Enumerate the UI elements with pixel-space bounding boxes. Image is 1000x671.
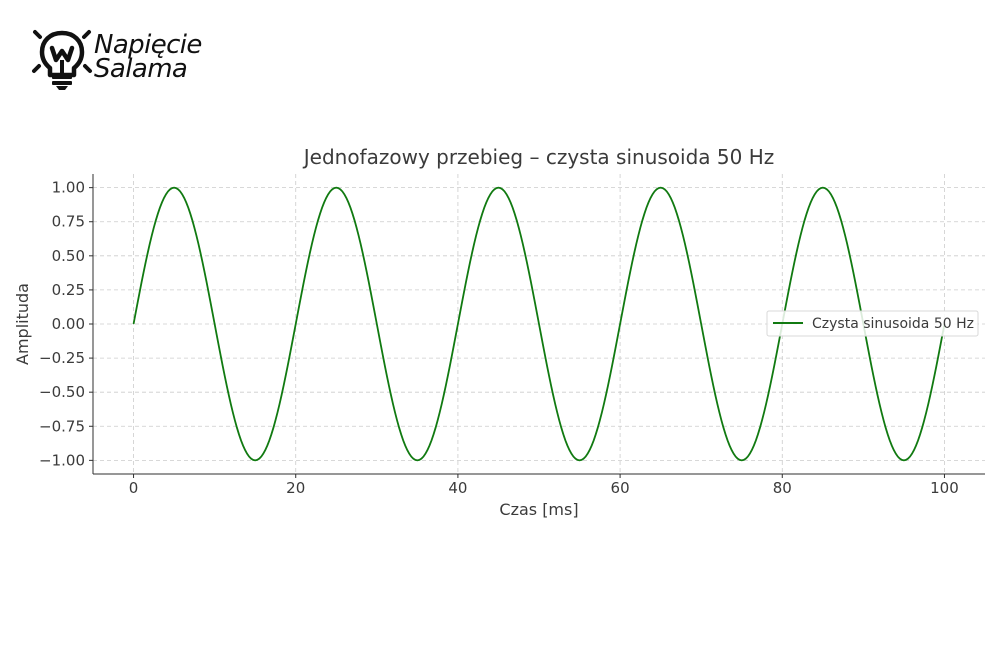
chart-title: Jednofazowy przebieg – czysta sinusoida … [302, 145, 774, 169]
y-tick-label: 0.00 [52, 315, 85, 333]
brand-name-line-2: Salama [94, 54, 188, 84]
legend-box [766, 310, 979, 337]
lightbulb-w-icon [32, 30, 92, 90]
x-tick-label: 40 [448, 479, 467, 497]
y-tick-label: −0.75 [39, 417, 85, 435]
y-tick-label: 1.00 [52, 179, 85, 197]
x-tick-label: 60 [611, 479, 630, 497]
y-axis-label: Amplituda [13, 283, 32, 365]
x-tick-label: 20 [286, 479, 305, 497]
brand-logo: Napięcie Salama [30, 28, 220, 92]
y-tick-label: 0.50 [52, 247, 85, 265]
series-line-czysta-sinusoida [132, 186, 946, 462]
legend-label: Czysta sinusoida 50 Hz [812, 316, 974, 332]
x-tick-label: 0 [129, 479, 139, 497]
x-axis-label: Czas [ms] [499, 500, 578, 519]
x-tick-label: 80 [773, 479, 792, 497]
y-tick-label: 0.75 [52, 213, 85, 231]
brand-name-line-1: Napięcie [94, 30, 202, 60]
y-tick-label: −0.25 [39, 349, 85, 367]
brand-name: Napięcie Salama [94, 30, 202, 84]
y-tick-label: −0.50 [39, 383, 85, 401]
y-tick-label: 0.25 [52, 281, 85, 299]
tick-group: 0 20 40 60 80 100 −1.00 −0.75 −0.50 −0.25 0.00 0.25… [39, 179, 959, 497]
x-tick-label: 100 [930, 479, 959, 497]
legend: Czysta sinusoida 50 Hz [766, 310, 979, 337]
y-tick-label: −1.00 [39, 451, 85, 469]
